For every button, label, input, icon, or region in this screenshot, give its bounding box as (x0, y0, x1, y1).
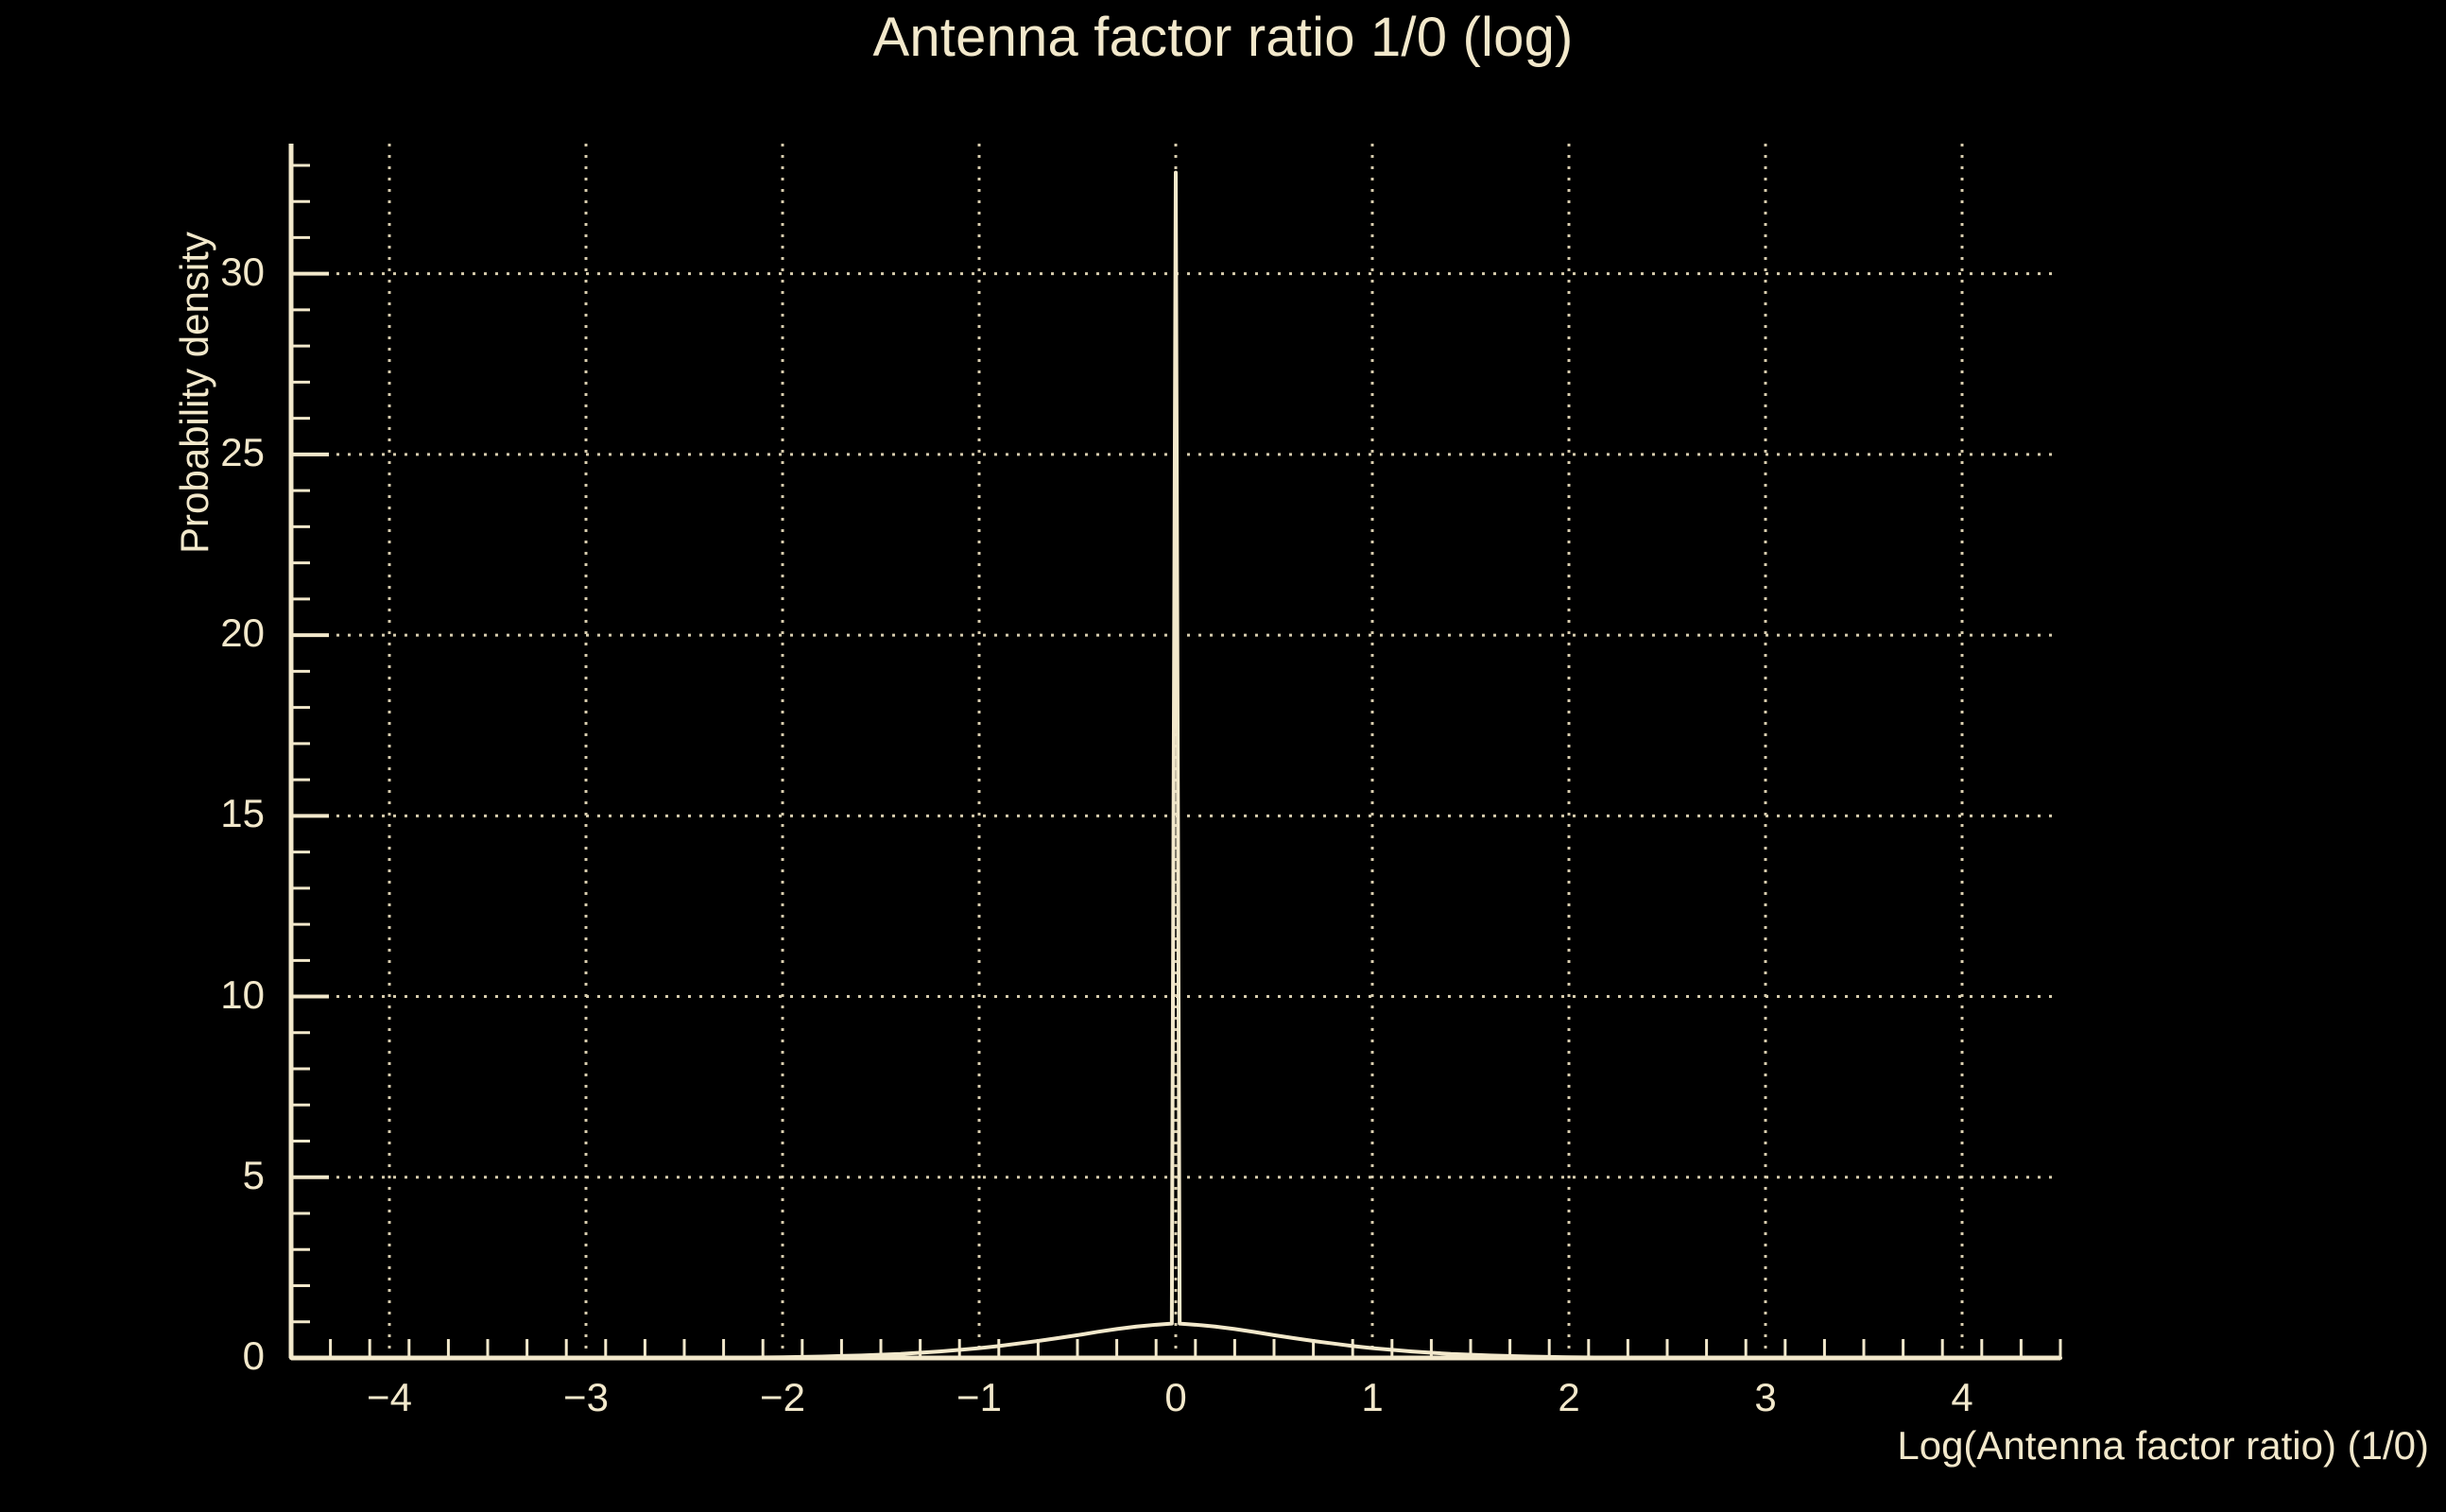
y-tick-label: 5 (242, 1152, 265, 1197)
x-tick-label: 1 (1361, 1375, 1384, 1419)
y-tick-label: 0 (242, 1333, 265, 1378)
vertical-gridlines (388, 144, 1964, 1358)
y-tick-label: 20 (220, 610, 265, 656)
y-tick-label: 30 (220, 249, 265, 294)
x-tick-label: 0 (1164, 1375, 1187, 1419)
y-tick-label: 25 (220, 429, 265, 474)
x-tick-label: −3 (563, 1375, 609, 1419)
y-axis-ticks (291, 163, 329, 1360)
x-tick-label: 3 (1754, 1375, 1777, 1419)
y-tick-label: 10 (220, 971, 265, 1017)
density-curve (289, 170, 2062, 1360)
x-tick-label: −1 (956, 1375, 1002, 1419)
x-tick-label: −2 (760, 1375, 805, 1419)
x-tick-label: 4 (1951, 1375, 1973, 1419)
x-tick-label: 2 (1558, 1375, 1580, 1419)
x-tick-label: −4 (367, 1375, 412, 1419)
x-axis-ticks (289, 1339, 2062, 1358)
x-axis-title: Log(Antenna factor ratio) (1/0) (1897, 1423, 2429, 1468)
page-title: Antenna factor ratio 1/0 (log) (872, 7, 1574, 68)
y-tick-label: 15 (220, 791, 265, 836)
